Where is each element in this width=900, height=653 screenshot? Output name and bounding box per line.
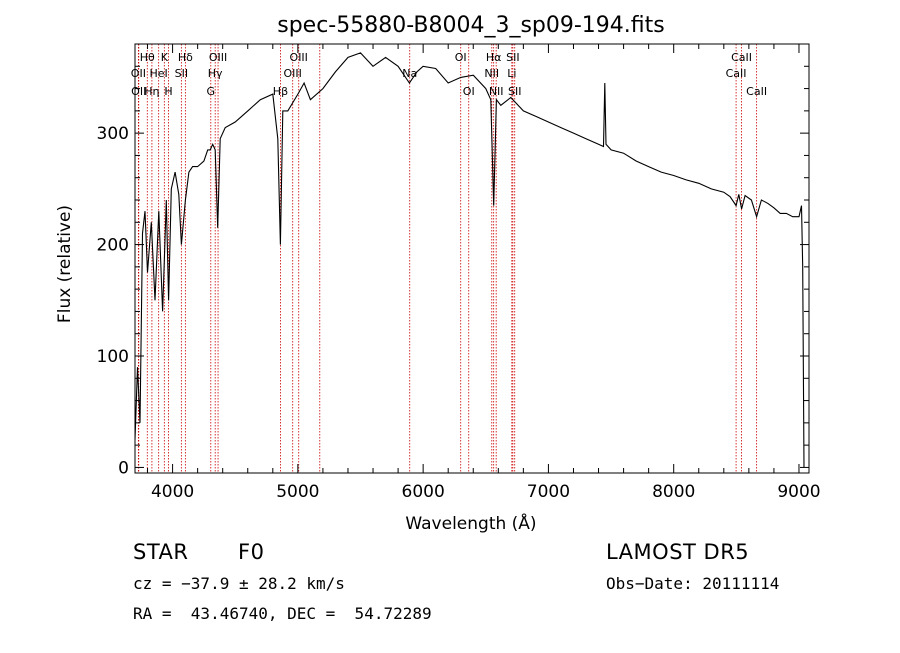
plot-frame [134,43,810,474]
line-label: OII [131,85,146,98]
line-label: NII [489,85,504,98]
line-label: Li [507,67,516,80]
line-label: G [207,85,216,98]
x-tick-label: 9000 [777,482,820,502]
line-labels: HθOIIOIIKHeIHηHδSIIHOIIIHγGOIIIOIIIHβNaO… [131,51,767,98]
x-tick-label: 6000 [402,482,445,502]
y-tick-label: 100 [97,347,129,367]
y-tick-label: 200 [97,236,129,256]
line-label: Na [402,67,417,80]
line-label: CaII [746,85,767,98]
line-label: Hγ [208,67,223,80]
redshift-cz: cz = −37.9 ± 28.2 km/s [133,574,345,593]
x-tick-label: 8000 [652,482,695,502]
line-label: K [161,51,169,64]
y-tick-label: 300 [97,124,129,144]
line-label: OII [131,67,146,80]
line-label: OI [455,51,467,64]
x-tick-label: 7000 [527,482,570,502]
line-label: H [164,85,172,98]
object-subclass: F0 [238,540,265,564]
line-label: CaII [731,51,752,64]
y-axis-label: Flux (relative) [55,205,75,323]
line-label: Hη [144,85,159,98]
line-label: OIII [284,67,302,80]
coordinates: RA = 43.46740, DEC = 54.72289 [133,604,432,623]
object-class: STAR [133,540,189,564]
y-tick-label: 0 [118,458,129,478]
line-label: OI [463,85,475,98]
line-label: SII [175,67,188,80]
line-label: Hα [486,51,502,64]
line-label: SII [508,85,521,98]
chart-title: spec-55880-B8004_3_sp09-194.fits [277,13,665,38]
x-tick-label: 4000 [151,482,194,502]
line-label: NII [484,67,499,80]
line-label: OIII [290,51,308,64]
line-label: Hθ [140,51,155,64]
line-label: Hδ [178,51,193,64]
spectrum-series-line [134,52,805,468]
observation-date: Obs−Date: 20111114 [606,574,780,593]
line-label: OIII [209,51,227,64]
line-label: HeI [150,67,168,80]
line-label: CaII [726,67,747,80]
line-label: Hβ [273,85,288,98]
x-axis-label: Wavelength (Å) [405,512,536,534]
survey-name: LAMOST DR5 [606,540,750,564]
x-tick-label: 5000 [276,482,319,502]
line-markers [137,44,758,473]
line-label: SII [506,51,519,64]
axes: 4000 5000 6000 7000 8000 9000 0 100 200 300 [97,44,821,502]
